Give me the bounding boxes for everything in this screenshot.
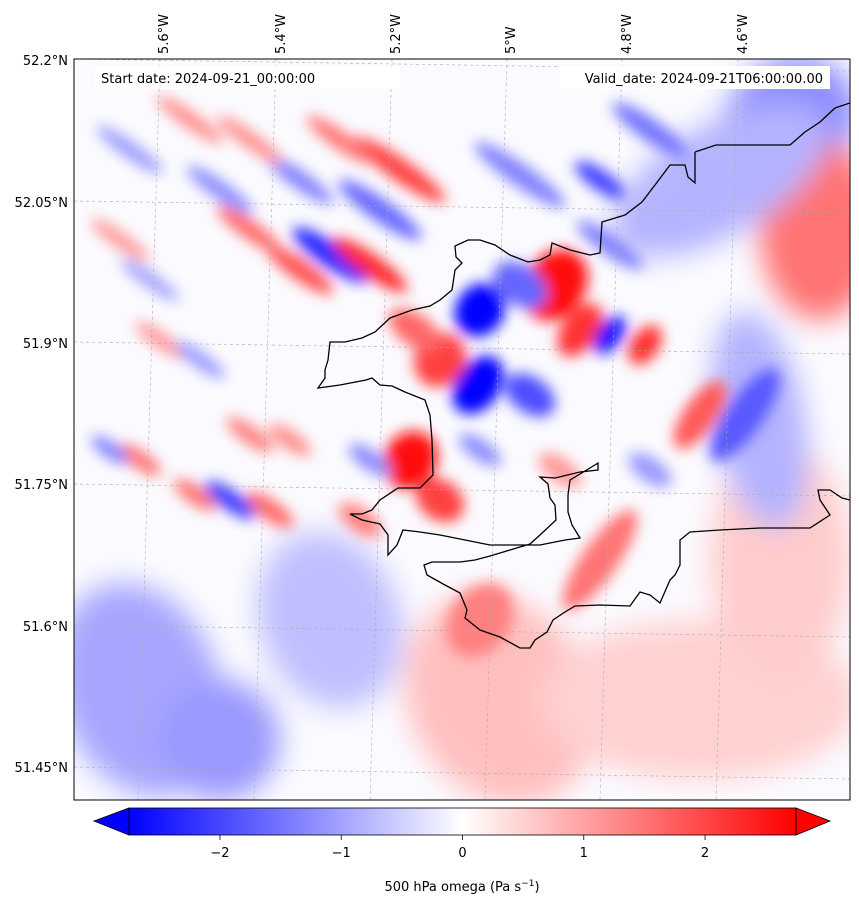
lon-label-5-4w: 5.4°W [274, 14, 289, 54]
colorbar-extend-high [795, 807, 832, 836]
lon-label-4-6w: 4.6°W [736, 14, 751, 54]
colorbar-tick-label: 0 [458, 846, 466, 861]
lon-label-5-2w: 5.2°W [389, 14, 404, 54]
latitude-labels: 52.2°N 52.05°N 51.9°N 51.75°N 51.6°N 51.… [15, 54, 68, 776]
colorbar-tick-label: −1 [332, 846, 351, 861]
colorbar-extend-low [92, 807, 130, 836]
colorbar-ticks: −2 −1 0 1 2 [210, 835, 709, 861]
lat-label-52-05n: 52.05°N [15, 196, 68, 211]
lon-label-5w: 5°W [504, 26, 519, 54]
colorbar: −2 −1 0 1 2 500 hPa omega (Pa s−1) [92, 807, 832, 895]
lat-label-52-2n: 52.2°N [23, 54, 68, 69]
lat-label-51-6n: 51.6°N [23, 620, 68, 635]
longitude-labels: 5.6°W 5.4°W 5.2°W 5°W 4.8°W 4.6°W [157, 14, 751, 54]
colorbar-gradient [129, 808, 796, 835]
colorbar-label: 500 hPa omega (Pa s−1) [384, 879, 539, 895]
lat-label-51-45n: 51.45°N [15, 761, 68, 776]
lat-label-51-9n: 51.9°N [23, 337, 68, 352]
lon-label-4-8w: 4.8°W [620, 14, 635, 54]
lon-label-5-6w: 5.6°W [157, 14, 172, 54]
lat-label-51-75n: 51.75°N [15, 478, 68, 493]
start-date-label: Start date: 2024-09-21_00:00:00 [101, 72, 315, 87]
omega-field [74, 59, 850, 800]
date-annotations: Start date: 2024-09-21_00:00:00 Valid_da… [95, 66, 830, 89]
colorbar-tick-label: −2 [210, 846, 229, 861]
coastline [316, 102, 850, 649]
map-plot-area [73, 58, 851, 801]
valid-date-label: Valid_date: 2024-09-21T06:00:00.00 [585, 72, 823, 87]
colorbar-tick-label: 1 [580, 846, 588, 861]
colorbar-tick-label: 2 [701, 846, 709, 861]
